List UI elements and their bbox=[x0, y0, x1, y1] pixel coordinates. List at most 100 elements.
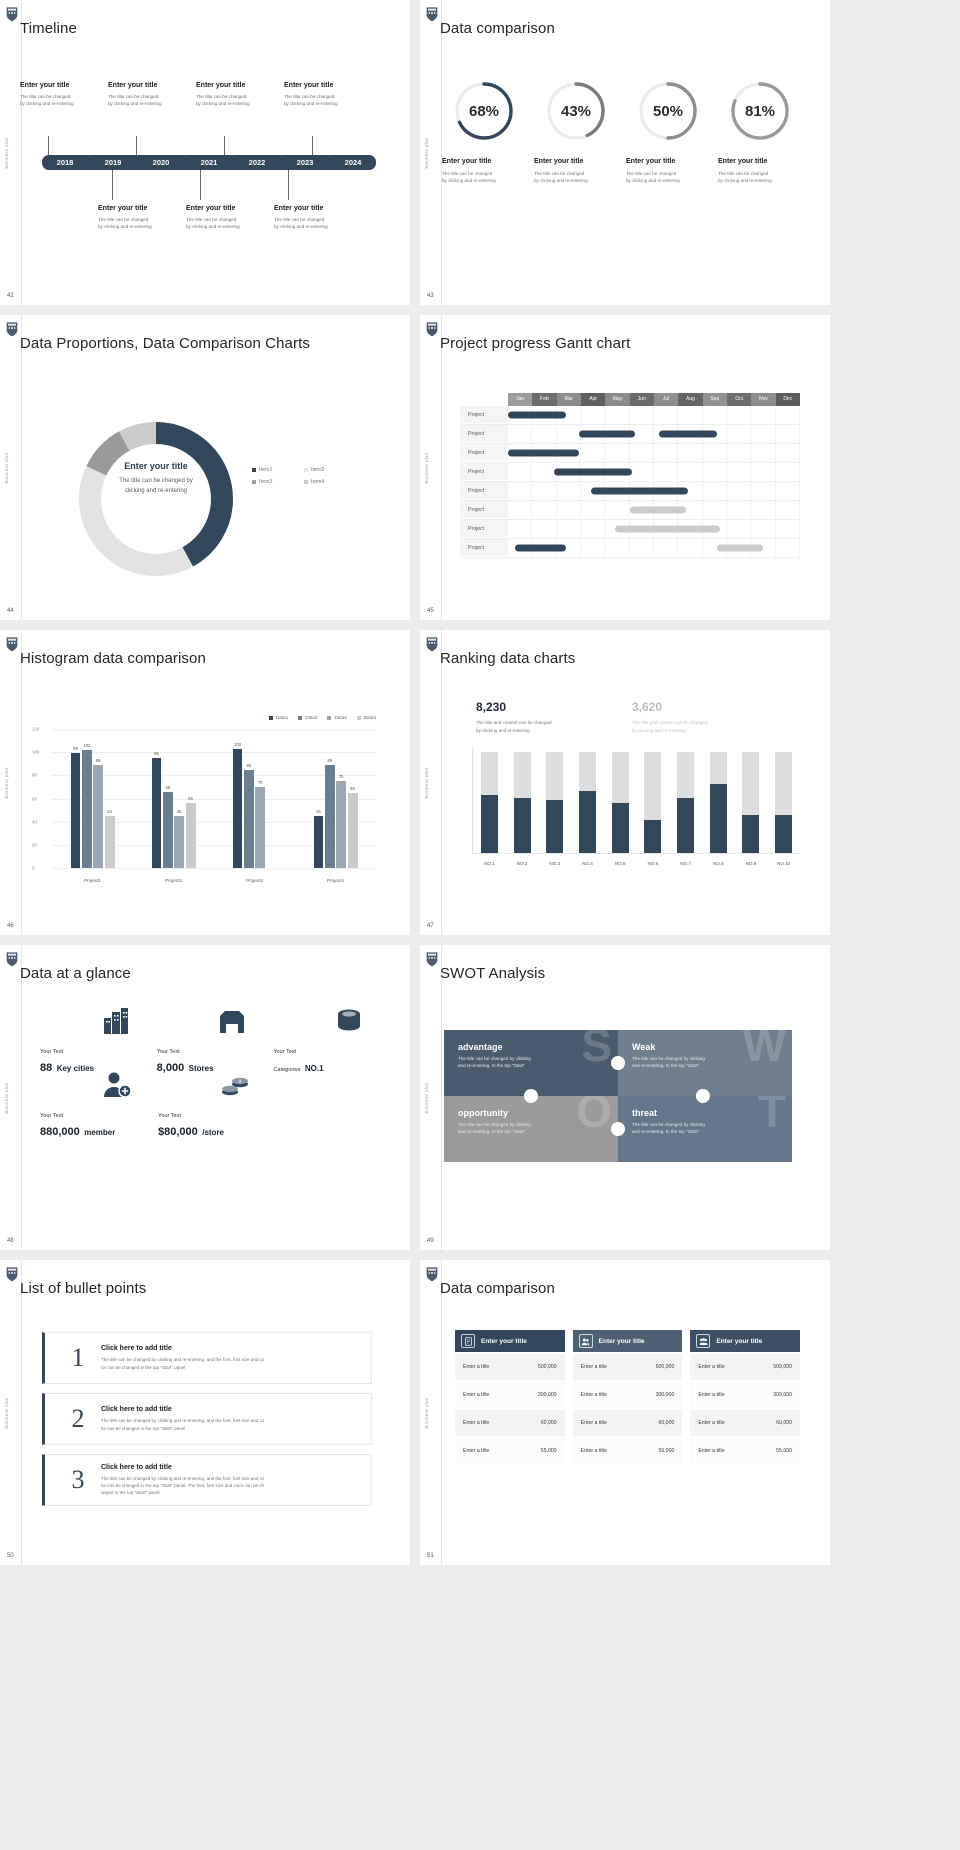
bar[interactable]: 45 bbox=[174, 809, 185, 868]
gantt-row: Project bbox=[460, 520, 800, 539]
slide-thumbnail[interactable]: Business plan 45 Project progress Gantt ch… bbox=[420, 315, 830, 620]
gantt-bar[interactable] bbox=[615, 525, 720, 533]
row-label: Enter a title bbox=[463, 1392, 490, 1398]
gantt-bar[interactable] bbox=[629, 506, 686, 514]
row-value: 60,000 bbox=[540, 1420, 557, 1426]
bullet-number: 1 bbox=[71, 1343, 85, 1372]
kpi-desc: The title and content can be changed by c… bbox=[632, 720, 708, 733]
bar[interactable] bbox=[513, 797, 531, 854]
gantt-bar[interactable] bbox=[578, 430, 635, 438]
slide-thumbnail[interactable]: Business plan 48 Data at a glance Your Text… bbox=[0, 945, 410, 1250]
timeline-year-chip[interactable]: 2024 bbox=[330, 155, 376, 170]
list-item[interactable]: 3 Click here to add title The title can be… bbox=[42, 1454, 372, 1506]
row-value: 300,000 bbox=[537, 1392, 557, 1398]
bar[interactable] bbox=[480, 794, 498, 854]
bar-track bbox=[578, 752, 596, 854]
bar[interactable]: 65 bbox=[347, 786, 358, 868]
gantt-cell bbox=[751, 501, 776, 519]
gantt-month: Feb bbox=[532, 393, 557, 406]
legend-item: Item1 bbox=[252, 467, 304, 473]
rail-label: Business plan bbox=[4, 1081, 9, 1114]
list-item[interactable]: 1 Click here to add title The title can be… bbox=[42, 1332, 372, 1384]
gantt-cell bbox=[727, 501, 752, 519]
gantt-cell bbox=[776, 501, 800, 519]
slide-thumbnail[interactable]: Business plan 43 Data comparison 68% Enter y… bbox=[420, 0, 830, 305]
bar[interactable]: 89 bbox=[93, 758, 104, 868]
bar[interactable]: 102 bbox=[81, 743, 92, 868]
swot-title: threat bbox=[632, 1108, 658, 1118]
list-item[interactable]: 2 Click here to add title The title can be… bbox=[42, 1393, 372, 1445]
gantt-bar[interactable] bbox=[515, 544, 567, 552]
bar[interactable]: 99 bbox=[70, 746, 81, 868]
page-title: Project progress Gantt chart bbox=[440, 335, 631, 352]
stat-cell: Your Text 880,000 member bbox=[40, 1072, 158, 1140]
slide-thumbnail[interactable]: Business plan 51 Data comparison Enter your… bbox=[420, 1260, 830, 1565]
gantt-bar[interactable] bbox=[508, 449, 579, 457]
stat-label: Categories bbox=[273, 1067, 301, 1073]
slide-rail: Business plan bbox=[0, 945, 22, 1250]
table-row: Enter a title 55,000 bbox=[690, 1438, 801, 1464]
bar[interactable] bbox=[775, 814, 793, 854]
column-header[interactable]: Enter your title bbox=[690, 1330, 801, 1352]
bar[interactable]: 66 bbox=[162, 785, 173, 868]
gantt-bar[interactable] bbox=[658, 430, 718, 438]
bar[interactable] bbox=[709, 784, 727, 854]
bar[interactable]: 89 bbox=[324, 758, 335, 868]
bar[interactable]: 56 bbox=[185, 796, 196, 868]
slide-thumbnail[interactable]: Business plan 50 List of bullet points 1 Cli… bbox=[0, 1260, 410, 1565]
gantt-bar[interactable] bbox=[590, 487, 689, 495]
slide-thumbnail[interactable]: Business plan 47 Ranking data charts 8,230 T… bbox=[420, 630, 830, 935]
timeline-year-chip[interactable]: 2020 bbox=[138, 155, 191, 170]
bar[interactable]: 45 bbox=[313, 809, 324, 868]
store-icon bbox=[217, 1006, 247, 1041]
bar[interactable]: 85 bbox=[243, 763, 254, 868]
bar[interactable] bbox=[677, 797, 695, 854]
bar[interactable] bbox=[742, 814, 760, 854]
swot-title: opportunity bbox=[458, 1108, 508, 1118]
bar[interactable] bbox=[611, 802, 629, 854]
bar[interactable]: 95 bbox=[151, 751, 162, 868]
legend-swatch bbox=[304, 480, 308, 484]
timeline-year-chip[interactable]: 2022 bbox=[234, 155, 287, 170]
timeline-year-bar: 2018 2019 2020 2021 2022 2023 2024 bbox=[42, 155, 376, 170]
slide-thumbnail[interactable]: Business plan 44 Data Proportions, Data Co… bbox=[0, 315, 410, 620]
gantt-cell bbox=[630, 539, 654, 557]
gantt-month: Nov bbox=[751, 393, 776, 406]
rail-label: Business plan bbox=[424, 451, 429, 484]
bar[interactable]: 75 bbox=[336, 774, 347, 868]
column-header[interactable]: Enter your title bbox=[572, 1330, 683, 1352]
bar[interactable] bbox=[644, 819, 662, 854]
x-axis-label: NO.7 bbox=[680, 861, 691, 867]
timeline-year-chip[interactable]: 2019 bbox=[90, 155, 143, 170]
swot-desc: The title can be changed by clicking and … bbox=[632, 1056, 705, 1069]
bar[interactable] bbox=[546, 799, 564, 854]
gridline bbox=[52, 844, 376, 846]
bar[interactable]: 45 bbox=[104, 809, 115, 868]
bar[interactable] bbox=[578, 790, 596, 854]
gantt-bar[interactable] bbox=[508, 411, 567, 419]
slide-thumbnail[interactable]: Business plan 42 Timeline Enter your title T… bbox=[0, 0, 410, 305]
gantt-month: Apr bbox=[580, 393, 606, 406]
gantt-cell bbox=[508, 463, 533, 481]
gantt-cell bbox=[581, 539, 606, 557]
bullet-desc: The title can be changed by clicking and… bbox=[101, 1357, 265, 1370]
bar-group: 99 102 89 45 Project1 bbox=[52, 729, 133, 883]
slide-thumbnail[interactable]: Business plan 46 Histogram data comparison… bbox=[0, 630, 410, 935]
timeline-year-chip[interactable]: 2018 bbox=[42, 155, 95, 170]
timeline-item-title: Enter your title bbox=[20, 82, 70, 89]
bar-track bbox=[480, 752, 498, 854]
stat-value: $80,000 bbox=[158, 1126, 198, 1138]
shield-crest-icon bbox=[425, 321, 439, 337]
swot-quadrant[interactable]: W Weak The title can be changed by clickin… bbox=[618, 1030, 792, 1096]
gantt-bar[interactable] bbox=[717, 544, 764, 552]
bar[interactable]: 103 bbox=[232, 742, 243, 868]
bar[interactable]: 70 bbox=[255, 780, 266, 868]
timeline-year-chip[interactable]: 2021 bbox=[186, 155, 239, 170]
gantt-bar[interactable] bbox=[554, 468, 633, 476]
timeline-year-chip[interactable]: 2023 bbox=[282, 155, 335, 170]
column-header[interactable]: Enter your title bbox=[455, 1330, 565, 1352]
